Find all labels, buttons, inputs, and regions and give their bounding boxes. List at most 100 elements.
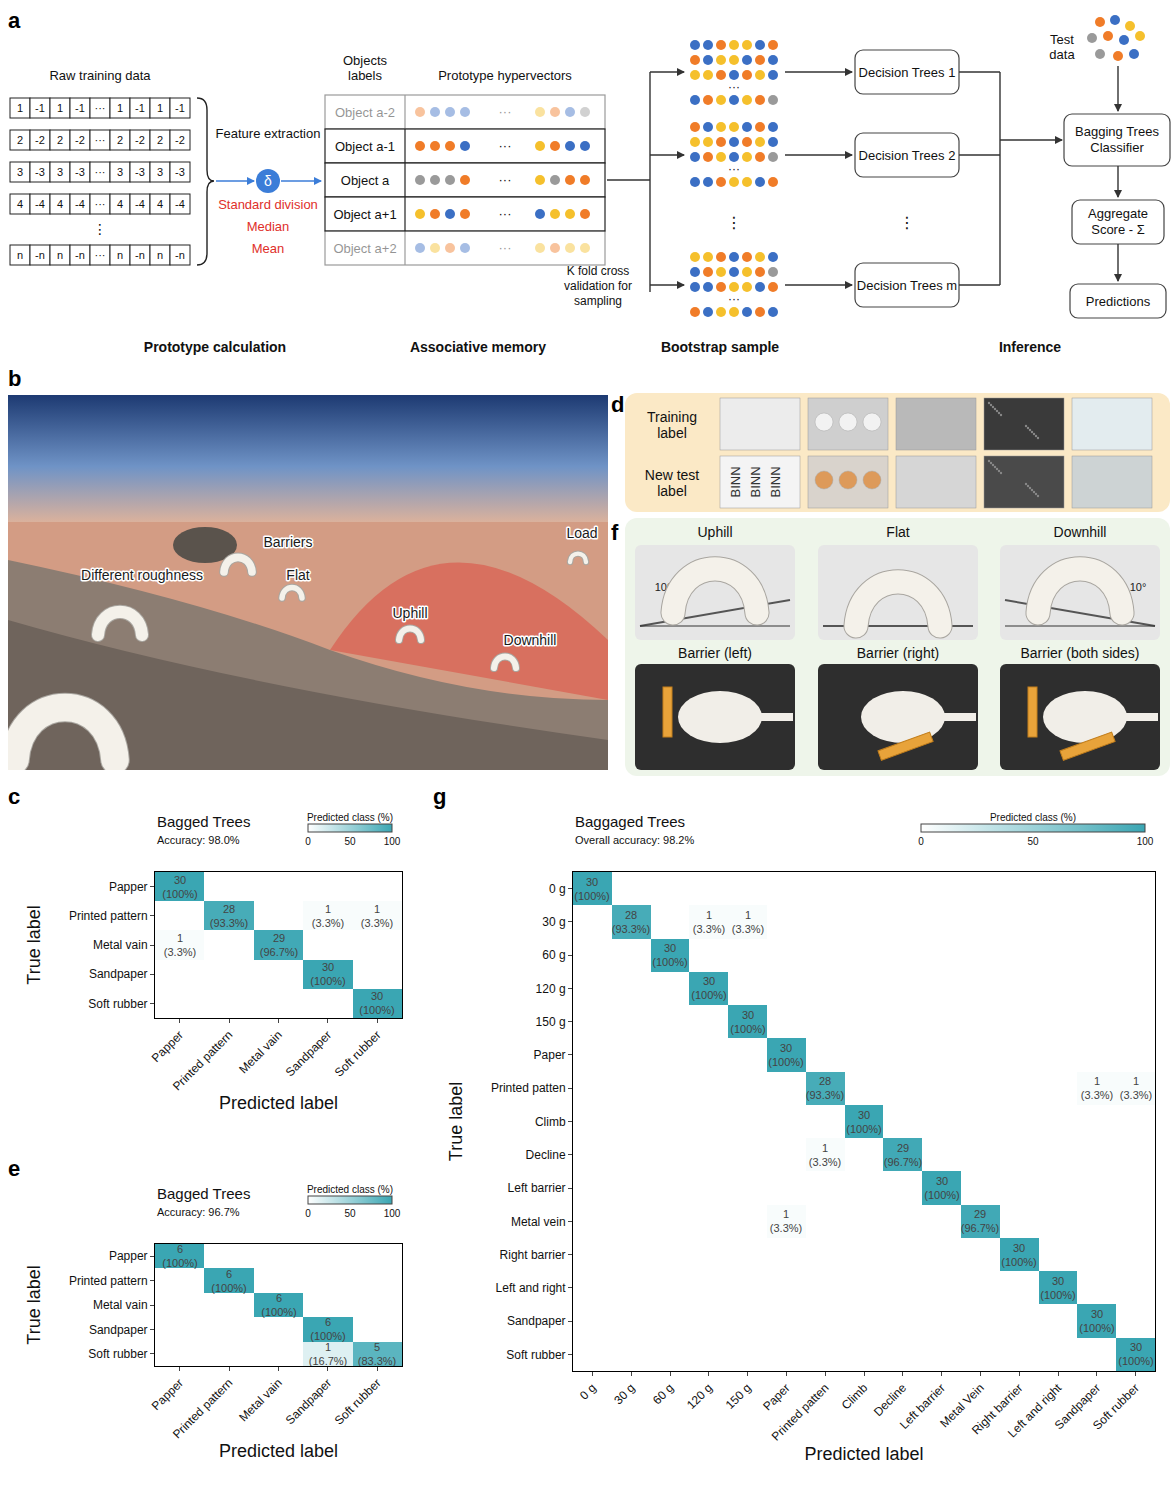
svg-text:-n: -n [35, 249, 45, 261]
svg-text:Printed pattern: Printed pattern [170, 1376, 236, 1442]
svg-text:1(3.3%): 1(3.3%) [732, 909, 764, 935]
svg-text:Barriers: Barriers [263, 534, 312, 550]
svg-text:1: 1 [157, 102, 163, 114]
svg-text:0: 0 [305, 1208, 311, 1219]
svg-text:1(3.3%): 1(3.3%) [361, 903, 393, 929]
svg-text:⋮: ⋮ [93, 221, 107, 237]
svg-text:Metal vain: Metal vain [93, 938, 148, 952]
svg-text:-4: -4 [75, 198, 85, 210]
svg-text:Printed patten: Printed patten [769, 1381, 832, 1444]
svg-text:-n: -n [135, 249, 145, 261]
svg-text:3: 3 [117, 166, 123, 178]
svg-text:3: 3 [157, 166, 163, 178]
svg-text:n: n [17, 249, 23, 261]
svg-text:Paper: Paper [534, 1048, 566, 1062]
svg-text:-2: -2 [175, 134, 185, 146]
svg-text:Metal Vein: Metal Vein [937, 1381, 987, 1431]
svg-text:Feature extraction: Feature extraction [216, 126, 321, 141]
svg-text:Sandpaper: Sandpaper [507, 1314, 566, 1328]
svg-text:4: 4 [117, 198, 123, 210]
svg-text:Test: Test [1050, 32, 1074, 47]
svg-text:-n: -n [75, 249, 85, 261]
svg-text:28(93.3%): 28(93.3%) [612, 909, 651, 935]
svg-text:6(100%): 6(100%) [261, 1292, 296, 1318]
svg-text:30 g: 30 g [542, 915, 565, 929]
svg-text:120 g: 120 g [536, 982, 566, 996]
svg-text:Sandpaper: Sandpaper [1052, 1381, 1103, 1432]
svg-text:K fold cross: K fold cross [567, 264, 630, 278]
svg-text:2: 2 [17, 134, 23, 146]
svg-text:1: 1 [57, 102, 63, 114]
svg-text:Inference: Inference [999, 339, 1061, 355]
svg-text:Mean: Mean [252, 241, 285, 256]
svg-text:100: 100 [384, 1208, 401, 1219]
svg-text:Predicted label: Predicted label [219, 1441, 338, 1461]
svg-text:0: 0 [305, 836, 311, 847]
svg-text:n: n [57, 249, 63, 261]
svg-text:Barrier (right): Barrier (right) [857, 645, 939, 661]
svg-text:n: n [157, 249, 163, 261]
svg-text:29(96.7%): 29(96.7%) [260, 932, 299, 958]
svg-text:n: n [117, 249, 123, 261]
svg-text:Soft rubber: Soft rubber [88, 1347, 147, 1361]
svg-text:30(100%): 30(100%) [310, 961, 345, 987]
svg-text:···: ··· [95, 249, 106, 261]
svg-text:BINN: BINN [748, 466, 763, 497]
svg-text:2: 2 [57, 134, 63, 146]
svg-text:1(3.3%): 1(3.3%) [312, 903, 344, 929]
svg-text:30(100%): 30(100%) [846, 1109, 881, 1135]
svg-text:Training: Training [647, 409, 697, 425]
svg-text:Predictions: Predictions [1086, 294, 1151, 309]
svg-text:1(3.3%): 1(3.3%) [770, 1208, 802, 1234]
svg-text:Uphill: Uphill [392, 605, 427, 621]
svg-text:Downhill: Downhill [504, 632, 557, 648]
svg-text:Object a-2: Object a-2 [335, 105, 395, 120]
svg-text:BINN: BINN [768, 466, 783, 497]
svg-text:validation for: validation for [564, 279, 632, 293]
svg-text:-2: -2 [75, 134, 85, 146]
svg-text:Predicted label: Predicted label [219, 1093, 338, 1113]
svg-text:Bagged Trees: Bagged Trees [157, 813, 250, 830]
svg-text:-1: -1 [75, 102, 85, 114]
svg-text:Flat: Flat [286, 567, 309, 583]
svg-text:Soft rubber: Soft rubber [88, 997, 147, 1011]
svg-text:···: ··· [499, 104, 512, 119]
svg-text:Printed pattern: Printed pattern [170, 1028, 236, 1094]
svg-text:Climb: Climb [839, 1381, 871, 1413]
svg-text:30(100%): 30(100%) [1040, 1275, 1075, 1301]
svg-text:Classifier: Classifier [1090, 140, 1144, 155]
svg-text:120 g: 120 g [684, 1381, 715, 1412]
svg-text:Soft rubber: Soft rubber [332, 1028, 384, 1080]
svg-text:Flat: Flat [886, 524, 909, 540]
svg-text:Objects: Objects [343, 53, 388, 68]
svg-text:30(100%): 30(100%) [768, 1042, 803, 1068]
svg-text:29(96.7%): 29(96.7%) [961, 1208, 1000, 1234]
svg-text:-1: -1 [35, 102, 45, 114]
svg-text:Prototype hypervectors: Prototype hypervectors [438, 68, 572, 83]
svg-text:60 g: 60 g [650, 1381, 676, 1407]
svg-text:Soft rubber: Soft rubber [1090, 1381, 1142, 1433]
svg-text:Papper: Papper [149, 1028, 186, 1065]
svg-text:1: 1 [17, 102, 23, 114]
svg-text:···: ··· [728, 80, 740, 94]
svg-text:Bagged Trees: Bagged Trees [157, 1185, 250, 1202]
svg-text:Load: Load [566, 525, 597, 541]
svg-text:4: 4 [157, 198, 163, 210]
svg-text:Printed pattern: Printed pattern [69, 909, 148, 923]
svg-text:Decision Trees m: Decision Trees m [857, 278, 957, 293]
svg-text:Right barrier: Right barrier [969, 1381, 1026, 1438]
svg-text:data: data [1049, 47, 1075, 62]
svg-text:30(100%): 30(100%) [652, 942, 687, 968]
svg-text:···: ··· [95, 102, 106, 114]
svg-text:Baggaged Trees: Baggaged Trees [575, 813, 685, 830]
svg-text:Left and right: Left and right [496, 1281, 567, 1295]
svg-text:label: label [657, 483, 687, 499]
svg-text:Raw training data: Raw training data [49, 68, 151, 83]
svg-text:6(100%): 6(100%) [310, 1316, 345, 1342]
svg-text:Metal vain: Metal vain [236, 1028, 285, 1077]
svg-text:Downhill: Downhill [1054, 524, 1107, 540]
svg-text:Metal vain: Metal vain [236, 1376, 285, 1425]
svg-text:-1: -1 [175, 102, 185, 114]
svg-text:Decline: Decline [526, 1148, 566, 1162]
svg-text:···: ··· [728, 162, 740, 176]
